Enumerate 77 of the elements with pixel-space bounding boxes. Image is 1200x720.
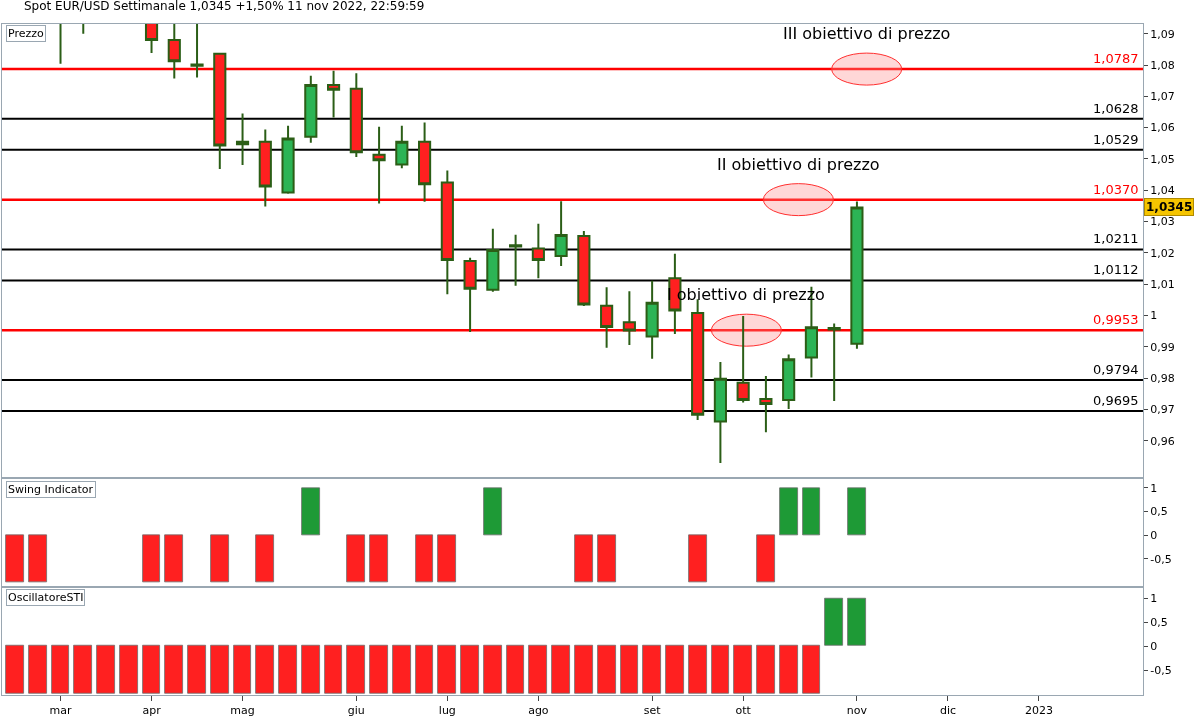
ref-line-label: 1,0370 <box>1093 182 1139 197</box>
text: 1,0345 <box>1146 200 1193 214</box>
chart-title: OscillatoreSTI <box>8 591 84 604</box>
x-tick-label: giu <box>347 704 365 718</box>
candlestick <box>167 24 181 80</box>
candlestick <box>577 229 591 308</box>
ref-line-label: 1,0628 <box>1093 101 1139 116</box>
y-tick-label: 0,99 <box>1150 340 1175 354</box>
x-tick-label: mag <box>230 704 255 718</box>
y-tick-label: 1,03 <box>1150 215 1175 229</box>
y-tick-label: 0,96 <box>1150 434 1175 448</box>
candlestick <box>531 222 545 280</box>
candlestick <box>281 124 295 195</box>
candlestick <box>418 121 432 203</box>
y-tick-label: 1,06 <box>1150 121 1175 135</box>
ref-line-label: 0,9794 <box>1093 362 1139 377</box>
ref-line-label: 0,9695 <box>1093 393 1139 408</box>
candlestick <box>440 169 454 296</box>
y-tick-label: 1,04 <box>1150 184 1175 198</box>
candlestick <box>600 286 614 349</box>
candlestick <box>759 374 773 434</box>
x-tick-label: lug <box>438 704 456 718</box>
y-tick-label: 1 <box>1150 309 1158 323</box>
candlestick <box>713 361 727 464</box>
y-tick-label: 1 <box>1150 481 1158 495</box>
y-tick-label: 1,05 <box>1150 152 1175 166</box>
x-tick-label: dic <box>939 704 956 718</box>
candlestick <box>463 256 477 334</box>
candlestick <box>395 124 409 170</box>
candlestick <box>736 315 750 404</box>
y-tick-label: 1 <box>1150 592 1158 606</box>
candlestick <box>827 322 841 402</box>
candlestick <box>258 128 272 208</box>
candlestick <box>691 298 705 422</box>
chart-title: Swing Indicator <box>8 483 94 496</box>
y-tick-label: 1,09 <box>1150 27 1175 41</box>
y-tick-label: 0,98 <box>1150 371 1175 385</box>
candlestick <box>304 74 318 144</box>
candlestick <box>372 125 386 205</box>
y-tick-label: 0 <box>1150 639 1158 653</box>
ref-line-label: 1,0787 <box>1093 51 1139 66</box>
candlestick <box>349 72 363 159</box>
candlestick <box>645 279 659 360</box>
x-tick-label: nov <box>846 704 868 718</box>
ref-line-label: 0,9953 <box>1093 312 1139 327</box>
y-tick-label: -0,5 <box>1150 663 1172 677</box>
ref-line-label: 1,0529 <box>1093 132 1139 147</box>
y-tick-label: 1,02 <box>1150 246 1175 260</box>
candlestick <box>235 112 250 166</box>
x-tick-label: apr <box>142 704 162 718</box>
y-tick-label: 0,97 <box>1150 403 1175 417</box>
candlestick <box>782 353 796 411</box>
x-tick-label: 2023 <box>1024 704 1053 718</box>
x-tick-label: ott <box>735 704 752 718</box>
x-tick-label: mar <box>49 704 72 718</box>
candlestick <box>213 51 227 170</box>
candlestick <box>326 69 341 119</box>
candlestick <box>486 227 500 293</box>
y-tick-label: 0 <box>1150 528 1158 542</box>
candlestick <box>850 200 864 350</box>
candlestick <box>554 200 568 267</box>
x-tick-label: ago <box>528 704 549 718</box>
y-tick-label: 0,5 <box>1150 616 1168 629</box>
y-tick-label: 1,08 <box>1150 58 1175 72</box>
ref-line-label: 1,0211 <box>1093 231 1139 246</box>
y-tick-label: 0,5 <box>1150 505 1168 519</box>
annotation: II obiettivo di prezzo <box>717 155 880 174</box>
candlestick <box>509 233 523 287</box>
candlestick <box>622 290 636 346</box>
ref-line-label: 1,0112 <box>1093 262 1139 277</box>
y-tick-label: 1,07 <box>1150 90 1175 104</box>
chart-subtitle: Prezzo <box>8 27 45 40</box>
annotation: III obiettivo di prezzo <box>783 24 951 43</box>
y-tick-label: -0,5 <box>1150 552 1172 566</box>
y-tick-label: 1,01 <box>1150 278 1175 292</box>
chart-title: Spot EUR/USD Settimanale 1,0345 +1,50% 11 nov 2022, 22:59:59 <box>24 0 425 14</box>
x-tick-label: set <box>643 704 662 718</box>
